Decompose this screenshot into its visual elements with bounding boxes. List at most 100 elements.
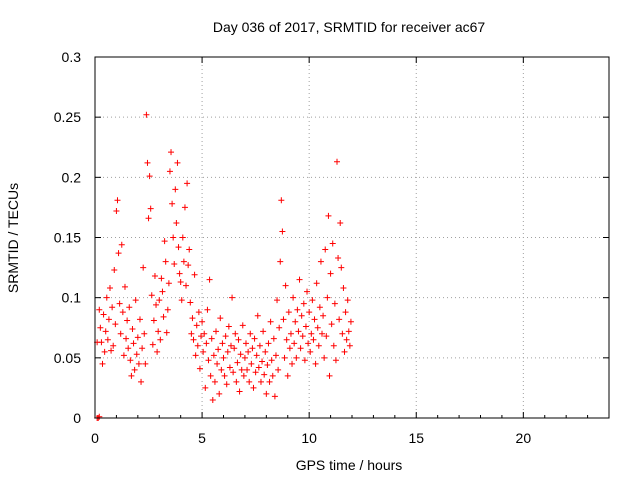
data-point xyxy=(140,264,147,271)
data-point xyxy=(302,323,309,330)
data-point xyxy=(230,369,237,376)
data-point xyxy=(320,312,327,319)
data-point xyxy=(317,258,324,265)
data-point xyxy=(250,384,257,391)
data-point xyxy=(160,313,167,320)
data-point xyxy=(341,348,348,355)
data-point xyxy=(251,335,258,342)
data-point xyxy=(196,365,203,372)
data-point xyxy=(118,241,125,248)
data-point xyxy=(207,372,214,379)
data-point xyxy=(313,280,320,287)
data-point xyxy=(278,197,285,204)
data-point xyxy=(121,283,128,290)
x-axis-label: GPS time / hours xyxy=(296,457,403,473)
data-point xyxy=(158,275,165,282)
data-point xyxy=(174,159,181,166)
data-point xyxy=(129,325,136,332)
data-point xyxy=(144,159,151,166)
data-point xyxy=(312,360,319,367)
data-point xyxy=(249,345,256,352)
data-point xyxy=(237,351,244,358)
data-point xyxy=(135,360,142,367)
data-point xyxy=(112,321,119,328)
data-point xyxy=(141,330,148,337)
data-point xyxy=(272,352,279,359)
data-point xyxy=(98,339,105,346)
data-point xyxy=(219,340,226,347)
data-point xyxy=(200,348,207,355)
data-point xyxy=(346,342,353,349)
data-point xyxy=(257,378,264,385)
data-point xyxy=(311,316,318,323)
data-point xyxy=(290,294,297,301)
data-point xyxy=(321,354,328,361)
data-point xyxy=(123,335,130,342)
data-point xyxy=(104,336,111,343)
data-point xyxy=(246,378,253,385)
data-point xyxy=(162,258,169,265)
data-point xyxy=(226,364,233,371)
data-point xyxy=(213,328,220,335)
y-tick-label: 0.2 xyxy=(62,169,82,185)
data-point xyxy=(194,342,201,349)
data-point xyxy=(100,311,107,318)
data-point xyxy=(339,330,346,337)
data-point xyxy=(116,300,123,307)
data-point xyxy=(330,342,337,349)
data-point xyxy=(157,336,164,343)
data-point xyxy=(191,271,198,278)
data-point xyxy=(102,328,109,335)
data-point xyxy=(218,366,225,373)
data-point xyxy=(131,366,138,373)
data-point xyxy=(127,357,134,364)
data-point xyxy=(319,330,326,337)
data-point xyxy=(308,330,315,337)
data-point xyxy=(275,366,282,373)
x-tick-label: 0 xyxy=(91,430,99,446)
data-point xyxy=(297,345,304,352)
data-point xyxy=(264,362,271,369)
data-point xyxy=(175,244,182,251)
data-point xyxy=(265,340,272,347)
y-tick-label: 0.15 xyxy=(54,230,81,246)
data-point xyxy=(345,328,352,335)
data-point xyxy=(164,306,171,313)
data-point xyxy=(284,372,291,379)
data-point xyxy=(300,300,307,307)
data-point xyxy=(267,318,274,325)
data-point xyxy=(283,336,290,343)
data-point xyxy=(208,335,215,342)
data-point xyxy=(220,354,227,361)
data-point xyxy=(282,282,289,289)
data-point xyxy=(254,312,261,319)
y-tick-label: 0.25 xyxy=(54,109,81,125)
data-point xyxy=(227,342,234,349)
data-point xyxy=(277,258,284,265)
y-tick-label: 0.1 xyxy=(62,290,82,306)
data-point xyxy=(172,186,179,193)
data-point xyxy=(114,197,121,204)
data-point xyxy=(169,200,176,207)
data-point xyxy=(120,352,127,359)
data-point xyxy=(305,340,312,347)
data-point xyxy=(253,352,260,359)
data-point xyxy=(327,270,334,277)
data-point xyxy=(206,276,213,283)
data-point xyxy=(236,388,243,395)
data-point xyxy=(178,297,185,304)
data-point xyxy=(149,341,156,348)
y-axis-label: SRMTID / TECUs xyxy=(5,183,21,293)
data-point xyxy=(204,306,211,313)
data-point xyxy=(229,294,236,301)
data-point xyxy=(310,336,317,343)
data-point xyxy=(153,301,160,308)
data-point xyxy=(130,340,137,347)
y-tick-label: 0.05 xyxy=(54,350,81,366)
data-point xyxy=(301,357,308,364)
gridlines xyxy=(95,57,609,418)
data-point xyxy=(241,354,248,361)
data-point xyxy=(115,250,122,257)
data-point xyxy=(331,300,338,307)
